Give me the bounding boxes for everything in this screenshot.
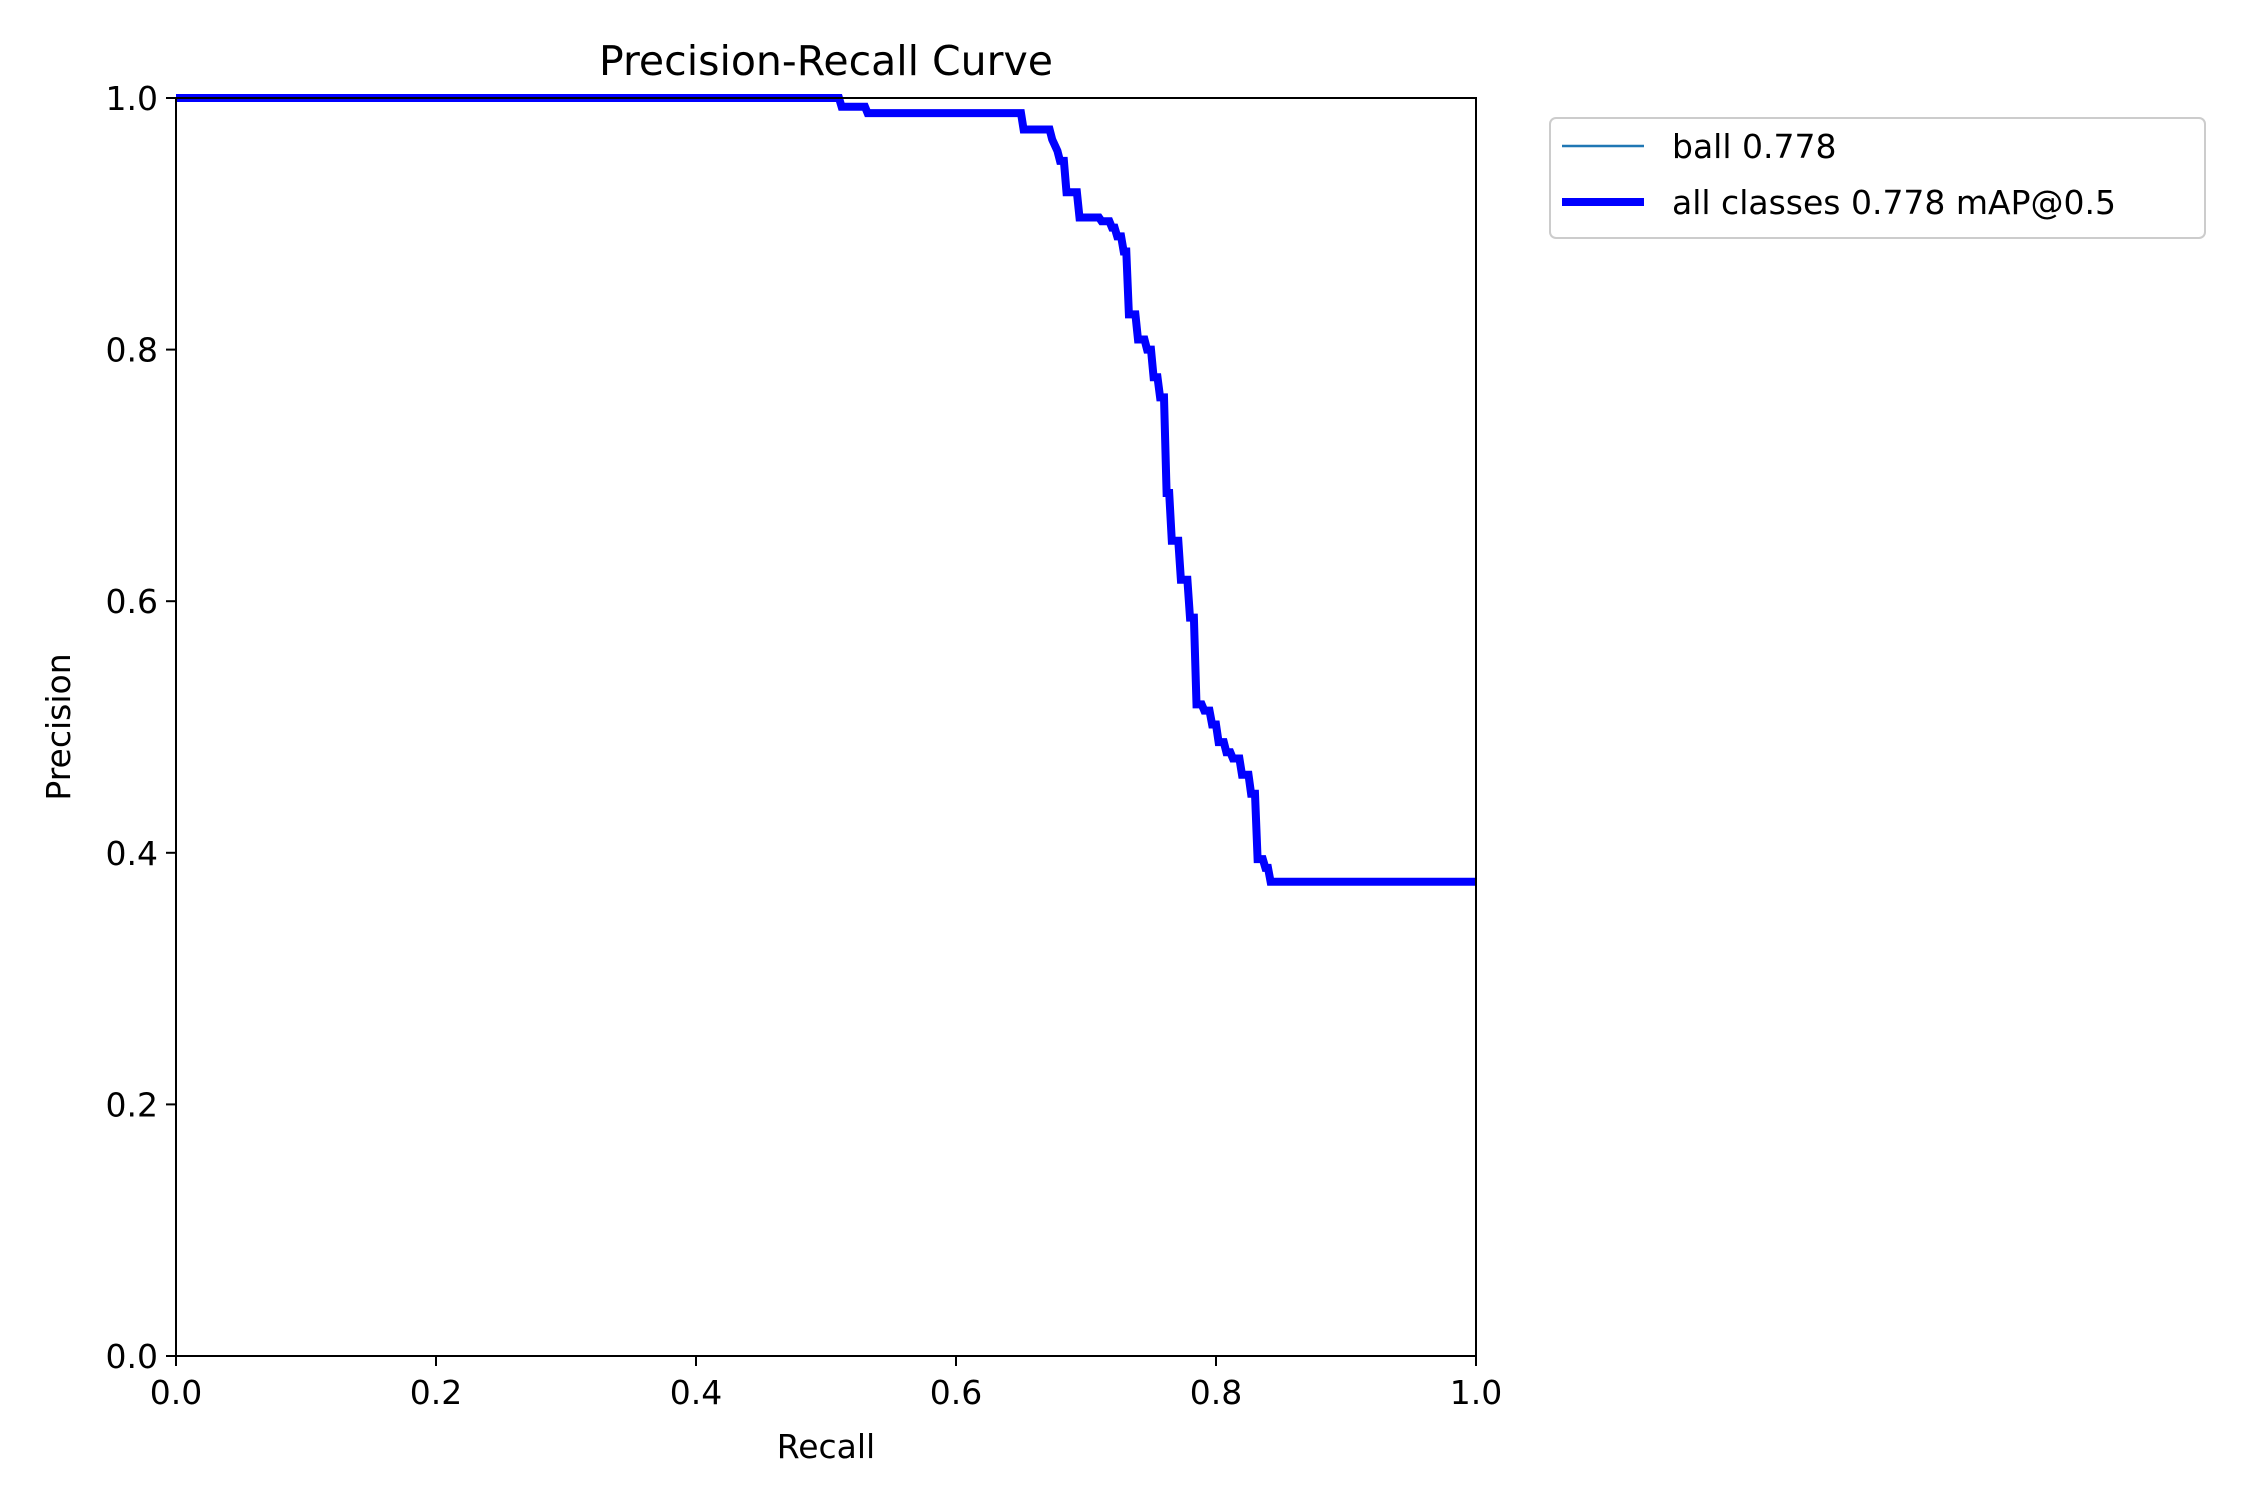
x-tick-label: 0.2 (410, 1373, 462, 1412)
y-axis-ticks: 0.0 0.2 0.4 0.6 0.8 1.0 (106, 79, 176, 1376)
legend: ball 0.778 all classes 0.778 mAP@0.5 (1549, 117, 2206, 239)
series-line-all-classes (176, 94, 1476, 886)
y-tick-label: 0.2 (106, 1085, 158, 1124)
series-layer (176, 94, 1476, 886)
x-tick-label: 0.4 (670, 1373, 722, 1412)
y-tick-label: 0.0 (106, 1337, 158, 1376)
x-tick-label: 1.0 (1450, 1373, 1502, 1412)
plot-area (176, 98, 1476, 1356)
x-tick-label: 0.8 (1190, 1373, 1242, 1412)
x-tick-label: 0.0 (150, 1373, 202, 1412)
y-tick-label: 0.6 (106, 582, 158, 621)
legend-box (1549, 117, 2206, 239)
legend-label-all-classes: all classes 0.778 mAP@0.5 (1672, 183, 2116, 222)
legend-label-ball: ball 0.778 (1672, 127, 1836, 166)
chart-title: Precision-Recall Curve (599, 37, 1053, 85)
y-tick-label: 0.8 (106, 331, 158, 370)
x-axis-ticks: 0.0 0.2 0.4 0.6 0.8 1.0 (150, 1356, 1502, 1412)
x-tick-label: 0.6 (930, 1373, 982, 1412)
y-tick-label: 0.4 (106, 834, 158, 873)
y-axis-label: Precision (39, 653, 78, 800)
x-axis-label: Recall (777, 1427, 875, 1466)
y-tick-label: 1.0 (106, 79, 158, 118)
axes-frame (175, 97, 1477, 1357)
